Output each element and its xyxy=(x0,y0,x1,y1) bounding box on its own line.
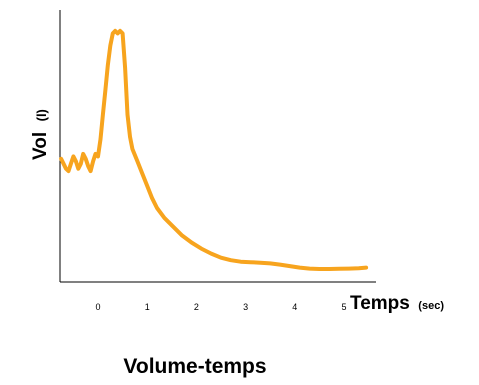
x-tick-label: 5 xyxy=(341,302,346,312)
y-axis-label: Vol xyxy=(30,132,51,160)
x-tick-label: 2 xyxy=(194,302,199,312)
x-axis-title: Temps (sec) xyxy=(350,293,444,314)
chart-title: Volume-temps xyxy=(123,355,266,378)
x-tick-labels: 0 1 2 3 4 5 xyxy=(95,302,346,312)
y-axis-unit: (l) xyxy=(34,109,49,121)
x-axis-label: Temps xyxy=(350,293,410,314)
x-axis-unit: (sec) xyxy=(418,300,444,312)
x-tick-label: 4 xyxy=(292,302,297,312)
x-tick-label: 1 xyxy=(145,302,150,312)
x-tick-label: 0 xyxy=(95,302,100,312)
series-line-0 xyxy=(59,28,369,271)
series-layer xyxy=(59,28,369,271)
y-axis-title: Vol (l) xyxy=(30,109,51,160)
x-tick-label: 3 xyxy=(243,302,248,312)
